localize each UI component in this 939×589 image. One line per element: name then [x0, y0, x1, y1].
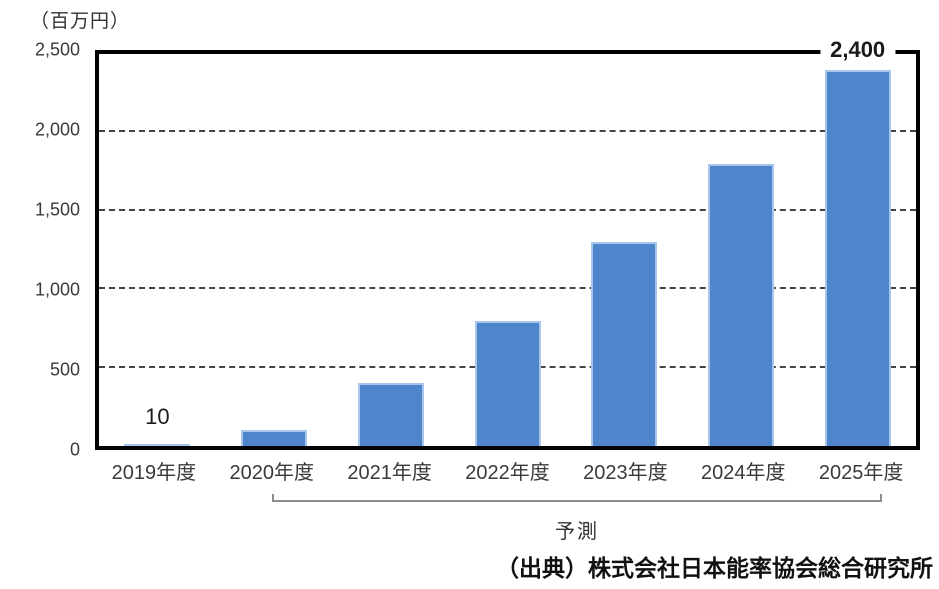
y-axis-unit-label: （百万円）: [30, 11, 131, 32]
bar-2023年度: [591, 242, 658, 446]
bar-2025年度: [824, 69, 891, 446]
bar-value-label-2019年度: 10: [145, 404, 170, 430]
source-attribution: （出典）株式会社日本能率協会総合研究所: [496, 555, 933, 581]
forecast-bracket: [272, 494, 882, 502]
y-tick-label-2500: 2,500: [34, 39, 80, 60]
y-axis: 0 500 1,000 1,500 2,000 2,500: [0, 40, 95, 460]
bar-2021年度: [357, 383, 424, 446]
x-tick-label-2023年度: 2023年度: [583, 462, 668, 484]
x-tick-label-2025年度: 2025年度: [818, 462, 904, 484]
x-tick-label-2021年度: 2021年度: [347, 462, 432, 484]
y-tick-label-2000: 2,000: [34, 119, 80, 140]
y-tick-label-1500: 1,500: [34, 199, 80, 220]
x-tick-label-2020年度: 2020年度: [229, 462, 315, 484]
y-tick-label-500: 500: [49, 359, 80, 380]
forecast-label: 予測: [555, 521, 599, 543]
gridline-1000: [99, 287, 916, 290]
bar-2022年度: [474, 320, 541, 446]
gridline-1500: [99, 208, 916, 211]
bar-2024年度: [707, 163, 774, 446]
x-tick-label-2024年度: 2024年度: [700, 462, 786, 484]
y-tick-label-0: 0: [69, 439, 80, 460]
x-axis: 2019年度 2020年度 2021年度 2022年度 2023年度 2024年度 2025…: [95, 456, 920, 485]
x-tick-label-2022年度: 2022年度: [465, 462, 550, 484]
y-tick-label-1000: 1,000: [34, 279, 80, 300]
bar-value-label-2025年度: 2,400: [820, 37, 896, 63]
x-tick-label-2019年度: 2019年度: [111, 462, 197, 484]
bar-2019年度: [124, 444, 191, 446]
bar-2020年度: [241, 430, 308, 446]
plot-area: 10 2,400: [95, 37, 920, 450]
gridline-2000: [99, 130, 916, 133]
